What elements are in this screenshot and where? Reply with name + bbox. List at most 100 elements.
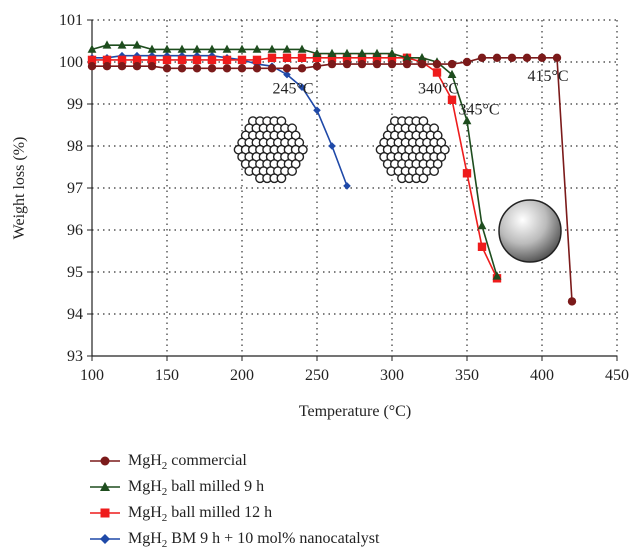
data-point <box>372 53 382 62</box>
legend-label-nanocatalyst: MgH <box>128 530 162 547</box>
x-tick-label: 450 <box>605 367 629 384</box>
data-point <box>312 48 322 57</box>
data-point <box>492 271 502 280</box>
x-tick-label: 100 <box>80 367 104 384</box>
annotation-label: 345°C <box>458 102 499 119</box>
data-point <box>87 44 97 53</box>
y-tick-label: 93 <box>67 348 83 365</box>
data-point <box>177 64 187 73</box>
grid <box>92 19 618 356</box>
data-point <box>313 106 321 115</box>
annotations: 245°C 340°C 345°C 415°C <box>272 68 568 119</box>
x-axis-label: Temperature (°C) <box>299 403 411 420</box>
data-point <box>387 53 397 62</box>
annotation-label: 415°C <box>527 68 568 85</box>
ball-milled-cluster <box>375 116 450 184</box>
data-point <box>342 53 352 62</box>
legend-swatch-bm12h <box>90 508 120 518</box>
series-group <box>87 40 577 306</box>
data-point <box>222 55 232 65</box>
annotation-label: 340°C <box>418 81 459 98</box>
data-point <box>222 64 232 73</box>
data-point <box>462 116 472 125</box>
data-point <box>207 64 217 73</box>
data-point <box>417 59 427 69</box>
series-line <box>91 44 498 277</box>
data-point <box>237 44 247 53</box>
data-point <box>522 53 532 62</box>
data-point <box>147 44 157 53</box>
legend-label-commercial: MgH <box>128 452 162 469</box>
data-point <box>372 48 382 57</box>
data-point <box>237 64 247 73</box>
data-point <box>477 221 487 230</box>
legend-swatch-commercial <box>90 456 120 466</box>
data-point <box>342 48 352 57</box>
data-point <box>102 40 112 49</box>
data-point <box>312 61 322 71</box>
data-point <box>447 95 457 104</box>
data-point <box>102 55 112 65</box>
data-point <box>297 64 307 73</box>
data-point <box>192 64 202 73</box>
data-point <box>432 59 442 69</box>
data-point <box>267 53 277 62</box>
x-tick-label: 150 <box>155 367 179 384</box>
data-point <box>252 55 262 65</box>
data-point <box>477 242 487 251</box>
data-point <box>282 64 292 73</box>
data-point <box>283 70 291 79</box>
data-point <box>492 53 502 62</box>
data-point <box>252 44 262 53</box>
legend-label-bm9h: MgH <box>128 478 162 495</box>
data-point <box>402 53 412 62</box>
data-point <box>552 53 562 62</box>
data-point <box>237 55 247 65</box>
data-point <box>252 64 262 73</box>
annotation-label: 245°C <box>272 81 313 98</box>
data-point <box>192 44 202 53</box>
data-point <box>177 44 187 53</box>
data-point <box>298 83 306 91</box>
data-point <box>432 68 442 77</box>
commercial-particle <box>498 199 562 263</box>
x-tick-label: 300 <box>380 367 404 384</box>
data-point <box>507 53 517 62</box>
data-point <box>327 53 337 62</box>
data-point <box>357 48 367 57</box>
data-point <box>177 55 187 65</box>
data-point <box>192 55 202 65</box>
data-point <box>343 182 351 190</box>
data-point <box>387 59 397 69</box>
axes: 93 94 95 96 97 98 99 100 101 100 150 200 250 300 350 40… <box>59 12 629 384</box>
x-tick-label: 350 <box>455 367 479 384</box>
data-point <box>132 61 142 71</box>
legend-item-commercial: MgH2 commercial <box>88 448 608 474</box>
data-point <box>297 53 307 62</box>
data-point <box>462 57 472 67</box>
legend-item-bm9h: MgH2 ball milled 9 h <box>88 474 608 500</box>
data-point <box>328 142 336 150</box>
data-point <box>327 59 337 69</box>
data-point <box>162 55 172 65</box>
data-point <box>207 44 217 53</box>
data-point <box>402 59 412 69</box>
legend-item-nanocatalyst: MgH2 BM 9 h + 10 mol% nanocatalyst <box>88 526 608 552</box>
data-point <box>327 48 337 57</box>
data-point <box>447 69 457 78</box>
y-tick-label: 100 <box>59 54 83 71</box>
data-point <box>117 55 127 65</box>
x-tick-label: 200 <box>230 367 254 384</box>
data-point <box>282 53 292 62</box>
legend: MgH2 commercial MgH2 ball milled 9 h MgH… <box>88 448 608 552</box>
data-point <box>117 40 127 49</box>
nanocatalyst-cluster <box>233 116 308 184</box>
series-0 <box>87 53 577 306</box>
legend-item-bm12h: MgH2 ball milled 12 h <box>88 500 608 526</box>
data-point <box>267 44 277 53</box>
data-point <box>447 59 457 69</box>
data-point <box>222 44 232 53</box>
y-tick-label: 99 <box>67 96 83 113</box>
x-tick-label: 400 <box>530 367 554 384</box>
y-tick-label: 96 <box>67 222 83 239</box>
